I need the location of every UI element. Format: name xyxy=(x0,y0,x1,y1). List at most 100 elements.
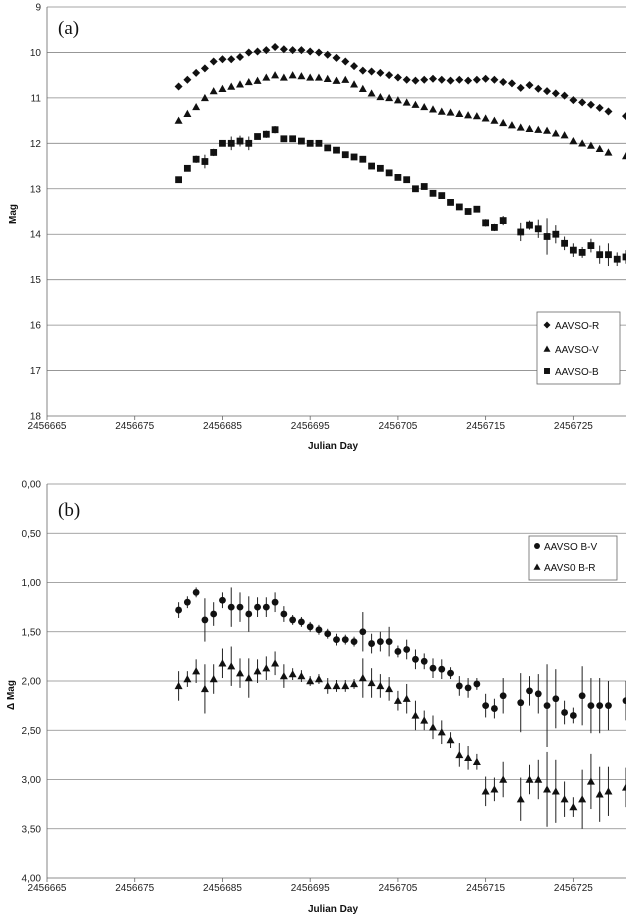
data-point-triangle xyxy=(218,659,227,667)
legend-box-a xyxy=(536,311,621,385)
data-point-triangle xyxy=(420,102,429,111)
data-point-triangle xyxy=(253,76,262,84)
data-point-circle xyxy=(429,664,437,672)
data-point-circle xyxy=(552,695,560,703)
data-point-triangle xyxy=(218,84,227,92)
x-tick-label: 2456665 xyxy=(28,883,67,894)
data-point-triangle xyxy=(244,674,253,682)
data-point-circle xyxy=(306,623,314,631)
chart-panel-b: 0,00 0,50 1,00 1,50 2,00 2,50 3,00 3,50 4,00 245… xyxy=(0,465,626,916)
data-point-triangle xyxy=(323,74,332,83)
data-point-triangle xyxy=(578,139,587,147)
data-point-square xyxy=(613,255,621,263)
data-point-triangle xyxy=(200,93,209,102)
data-point-diamond xyxy=(200,64,209,73)
data-point-square xyxy=(227,139,235,147)
data-point-square xyxy=(175,176,182,184)
data-point-diamond xyxy=(464,76,473,85)
data-point-diamond xyxy=(385,71,394,80)
data-point-diamond xyxy=(332,53,341,62)
data-point-triangle xyxy=(569,137,578,145)
x-tick-label: 2456725 xyxy=(554,883,593,894)
data-point-triangle xyxy=(534,125,543,133)
data-point-square xyxy=(561,239,568,247)
y-tick-label: 12 xyxy=(30,139,42,150)
data-point-diamond xyxy=(516,83,525,92)
data-point-diamond xyxy=(534,84,543,93)
data-point-triangle xyxy=(490,116,499,124)
data-point-circle xyxy=(201,616,209,624)
data-point-square xyxy=(447,199,454,206)
data-point-circle xyxy=(605,702,612,710)
data-point-triangle xyxy=(622,152,626,160)
data-point-diamond xyxy=(455,75,464,84)
data-point-square xyxy=(552,230,560,238)
x-tick-label: 2456725 xyxy=(554,421,593,432)
data-point-triangle xyxy=(437,728,446,736)
data-point-circle xyxy=(517,699,525,707)
data-point-triangle xyxy=(288,670,297,678)
data-point-circle xyxy=(350,638,358,645)
data-point-diamond xyxy=(262,46,271,55)
data-point-circle xyxy=(315,626,323,634)
panel-label-a: (a) xyxy=(58,18,79,39)
data-point-triangle xyxy=(332,76,341,84)
data-point-triangle xyxy=(192,102,201,111)
data-point-square xyxy=(254,133,261,140)
data-point-circle xyxy=(420,657,428,665)
data-point-triangle xyxy=(429,105,437,113)
data-point-circle xyxy=(587,702,595,710)
data-point-square xyxy=(605,251,612,259)
y-tick-label: 9 xyxy=(35,3,41,14)
data-point-square xyxy=(534,225,542,233)
x-tick-label: 2456685 xyxy=(203,421,242,432)
data-point-triangle xyxy=(472,757,481,765)
data-point-square xyxy=(491,224,498,231)
data-point-square xyxy=(341,151,349,159)
x-tick-label: 2456685 xyxy=(203,883,242,894)
data-point-square xyxy=(473,205,481,213)
data-point-circle xyxy=(412,655,419,663)
data-point-circle xyxy=(262,603,270,611)
legend-label-b: AAVSO-B xyxy=(555,367,599,378)
data-point-circle xyxy=(376,638,384,645)
legend-a: AAVSO-R AAVSO-V AAVSO-B xyxy=(536,311,621,385)
data-point-triangle xyxy=(341,75,350,83)
data-point-triangle xyxy=(192,667,201,675)
data-point-square xyxy=(262,130,270,138)
data-point-triangle xyxy=(543,126,552,134)
data-point-square xyxy=(517,228,525,236)
y-tick-label: 18 xyxy=(30,412,42,423)
data-point-triangle xyxy=(209,87,218,95)
legend-marker-b xyxy=(544,368,550,374)
data-point-diamond xyxy=(209,57,218,66)
data-point-triangle xyxy=(350,80,359,88)
data-point-circle xyxy=(298,618,305,626)
data-point-diamond xyxy=(288,46,297,55)
y-tick-label: 13 xyxy=(30,184,42,195)
data-point-triangle xyxy=(183,109,192,117)
data-point-circle xyxy=(333,636,340,644)
data-point-diamond xyxy=(314,48,323,57)
data-point-square xyxy=(569,246,577,254)
data-point-square xyxy=(289,135,297,143)
data-point-triangle xyxy=(200,684,209,693)
y-tick-label: 4,00 xyxy=(22,874,42,885)
data-point-triangle xyxy=(402,694,411,702)
legend-label-r: AAVSO-R xyxy=(555,321,599,332)
data-point-triangle xyxy=(437,107,446,115)
data-point-triangle xyxy=(551,129,560,137)
x-axis-label-a: Julian Day xyxy=(308,441,358,452)
data-point-triangle xyxy=(367,678,376,687)
data-point-square xyxy=(403,176,411,184)
data-point-square xyxy=(324,144,332,152)
data-point-diamond xyxy=(525,81,534,90)
data-point-circle xyxy=(464,684,472,692)
data-point-circle xyxy=(578,692,586,700)
x-tick-label: 2456705 xyxy=(378,421,417,432)
data-point-diamond xyxy=(586,100,595,109)
data-point-triangle xyxy=(464,111,473,119)
data-point-circle xyxy=(192,588,200,596)
data-point-square xyxy=(464,208,472,215)
data-point-circle xyxy=(236,603,244,611)
